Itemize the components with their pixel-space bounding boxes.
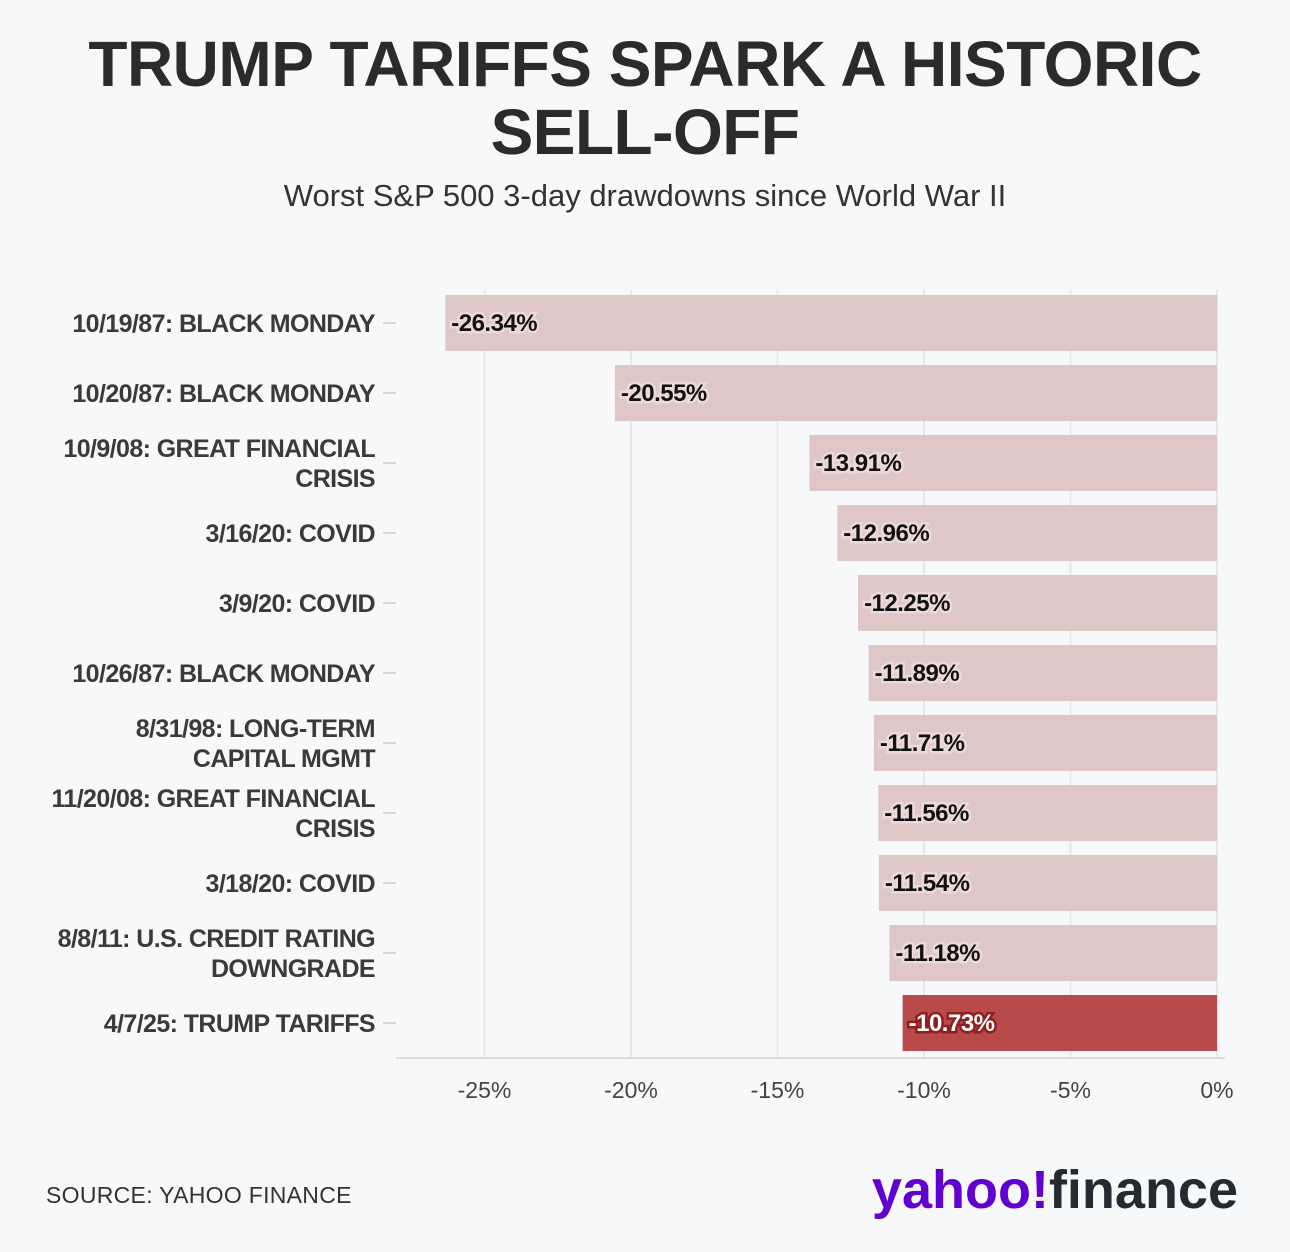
category-label-line: CAPITAL MGMT — [193, 745, 375, 773]
category-label-line: 3/9/20: COVID — [219, 590, 375, 618]
category-label-line: CRISIS — [295, 815, 375, 843]
bar-data-label: -26.34% — [451, 310, 537, 337]
bar-data-label: -11.18% — [895, 940, 980, 967]
bar — [445, 295, 1217, 351]
bar-data-label: -11.54% — [885, 870, 970, 897]
bar — [889, 925, 1217, 981]
bar-data-label: -11.71% — [880, 730, 965, 757]
bar-highlight — [902, 995, 1217, 1051]
yahoo-finance-logo: yahoo!finance — [872, 1158, 1238, 1222]
bar-data-label: -12.96% — [843, 520, 929, 547]
bar — [614, 365, 1217, 421]
category-label: 11/20/08: GREAT FINANCIAL CRISIS — [51, 785, 375, 843]
category-label: 8/31/98: LONG-TERM CAPITAL MGMT — [136, 715, 376, 773]
x-tick-label: -5% — [1050, 1077, 1091, 1103]
bar-data-label: -13.91% — [815, 450, 901, 477]
bar — [858, 575, 1217, 631]
x-tick-label: -15% — [751, 1077, 805, 1103]
category-label-line: 3/18/20: COVID — [206, 870, 375, 898]
x-tick-label: -20% — [604, 1077, 658, 1103]
chart-title: TRUMP TARIFFS SPARK A HISTORIC SELL-OFF — [0, 30, 1290, 166]
bar-data-label: -11.89% — [875, 660, 960, 687]
x-tick-label: -10% — [897, 1077, 951, 1103]
bar — [868, 645, 1217, 701]
category-label-line: CRISIS — [295, 465, 375, 493]
x-tick-label: 0% — [1200, 1077, 1233, 1103]
category-label-line: 10/26/87: BLACK MONDAY — [72, 660, 376, 688]
bar-data-label: -10.73% — [909, 1010, 995, 1037]
category-label-line: 8/8/11: U.S. CREDIT RATING — [58, 925, 375, 953]
category-label-line: DOWNGRADE — [211, 955, 375, 983]
category-label-line: 11/20/08: GREAT FINANCIAL — [51, 785, 375, 813]
category-label-line: 10/20/87: BLACK MONDAY — [72, 380, 376, 408]
category-label: 3/9/20: COVID — [219, 590, 375, 618]
bar-data-label: -12.25% — [864, 590, 950, 617]
category-label: 3/18/20: COVID — [206, 870, 375, 898]
category-label: 8/8/11: U.S. CREDIT RATING DOWNGRADE — [58, 925, 375, 983]
bar — [837, 505, 1217, 561]
category-label-line: 3/16/20: COVID — [206, 520, 375, 548]
bar — [873, 715, 1217, 771]
source-note: SOURCE: YAHOO FINANCE — [46, 1182, 352, 1208]
bar — [878, 785, 1217, 841]
bar — [809, 435, 1217, 491]
bar-chart: -26.34% 10/19/87: BLACK MONDAY -20.55% 10/2… — [51, 290, 1234, 1103]
category-label-line: 4/7/25: TRUMP TARIFFS — [104, 1010, 375, 1038]
category-label: 10/9/08: GREAT FINANCIAL CRISIS — [63, 435, 375, 493]
x-tick-label: -25% — [458, 1077, 512, 1103]
category-label: 10/19/87: BLACK MONDAY — [72, 310, 376, 338]
bar-data-label: -20.55% — [621, 380, 707, 407]
bar-data-label: -11.56% — [884, 800, 969, 827]
logo-yahoo-text: yahoo! — [871, 1160, 1049, 1220]
chart-title-line-2: SELL-OFF — [490, 96, 800, 168]
category-label-line: 8/31/98: LONG-TERM — [136, 715, 375, 743]
category-label: 10/20/87: BLACK MONDAY — [72, 380, 376, 408]
logo-finance-text: finance — [1048, 1160, 1238, 1220]
bar — [878, 855, 1217, 911]
category-label: 3/16/20: COVID — [206, 520, 375, 548]
chart-subtitle: Worst S&P 500 3-day drawdowns since Worl… — [283, 178, 1007, 213]
category-label: 10/26/87: BLACK MONDAY — [72, 660, 376, 688]
chart-title-line-1: TRUMP TARIFFS SPARK A HISTORIC — [88, 28, 1202, 100]
category-label-line: 10/9/08: GREAT FINANCIAL — [63, 435, 375, 463]
category-label-line: 10/19/87: BLACK MONDAY — [72, 310, 376, 338]
category-label: 4/7/25: TRUMP TARIFFS — [104, 1010, 375, 1038]
